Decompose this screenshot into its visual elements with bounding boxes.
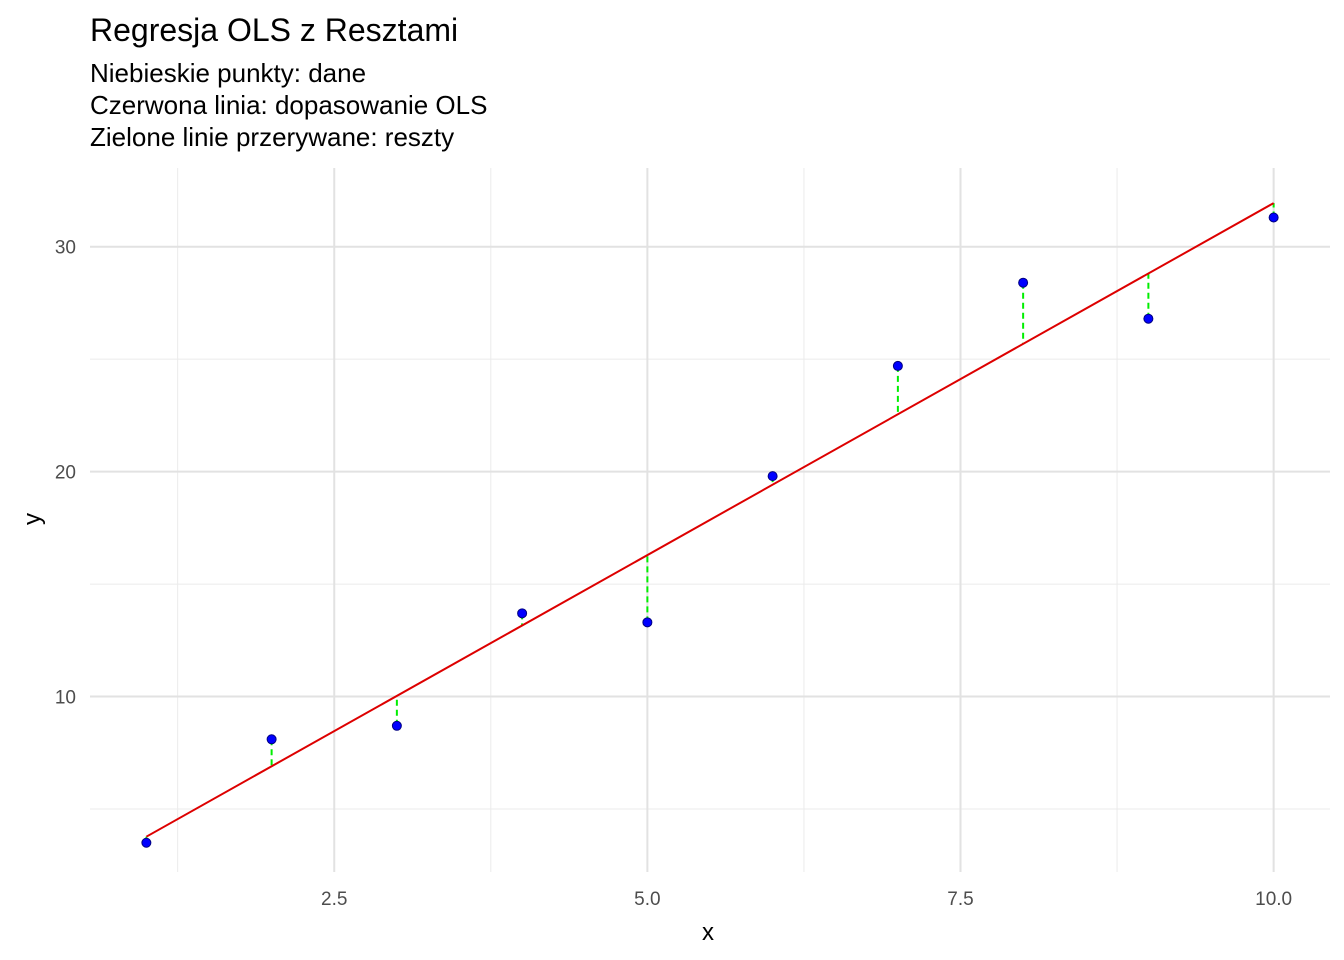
data-point (767, 471, 778, 482)
x-tick-label: 5.0 (634, 889, 660, 910)
y-axis-ticks: 10 20 30 (55, 238, 76, 709)
data-point (517, 608, 528, 619)
y-tick-label: 10 (55, 688, 76, 709)
x-tick-label: 7.5 (947, 889, 973, 910)
data-point (1268, 212, 1279, 223)
grid-lines (90, 168, 1330, 872)
data-point (266, 734, 277, 745)
data-point (1018, 277, 1029, 288)
data-point (141, 837, 152, 848)
y-axis-label: y (19, 513, 46, 525)
fit-line-group (145, 202, 1275, 838)
data-point (892, 360, 903, 371)
y-tick-label: 30 (55, 238, 76, 259)
ols-fit-line (145, 202, 1275, 838)
data-points (141, 212, 1279, 848)
chart-subtitle-line-1: Niebieskie punkty: dane (90, 58, 367, 88)
data-point (391, 720, 402, 731)
x-axis-label: x (702, 919, 714, 946)
x-tick-label: 10.0 (1255, 889, 1292, 910)
x-axis-ticks: 2.5 5.0 7.5 10.0 (321, 889, 1292, 910)
data-point (642, 617, 653, 628)
chart-title: Regresja OLS z Resztami (90, 12, 459, 48)
x-tick-label: 2.5 (321, 889, 347, 910)
chart-subtitle-line-3: Zielone linie przerywane: reszty (90, 122, 455, 152)
data-point (1143, 313, 1154, 324)
y-tick-label: 20 (55, 463, 76, 484)
chart-subtitle-line-2: Czerwona linia: dopasowanie OLS (90, 90, 488, 120)
